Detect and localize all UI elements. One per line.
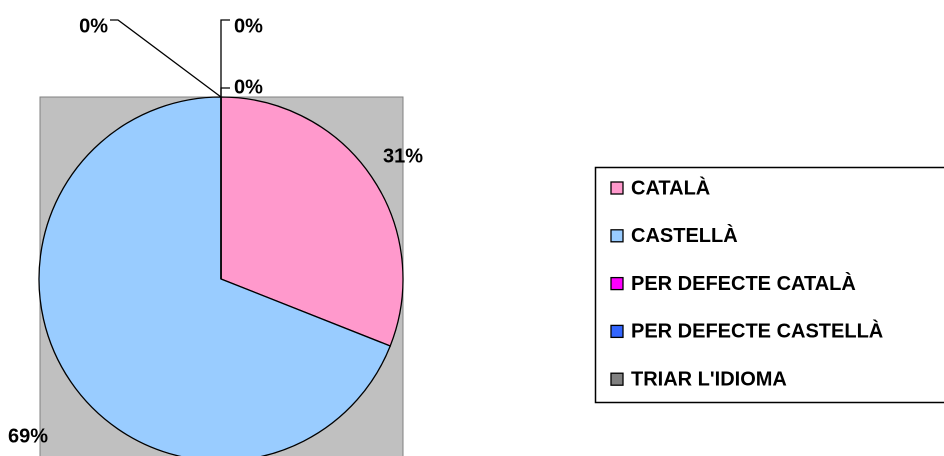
leader-line <box>110 19 222 98</box>
legend-box <box>594 166 944 404</box>
legend-swatch <box>610 181 624 195</box>
data-label: 31% <box>383 145 423 167</box>
legend-label: PER DEFECTE CASTELLÀ <box>631 320 883 343</box>
pie-slice <box>38 96 392 456</box>
leader-line <box>220 87 230 97</box>
data-label: 0% <box>79 15 108 37</box>
data-label: 69% <box>8 425 48 447</box>
legend-swatch <box>610 229 624 243</box>
legend-label: TRIAR L'IDIOMA <box>631 368 787 390</box>
data-label: 0% <box>234 76 263 98</box>
legend-swatch <box>610 372 624 386</box>
data-label: 0% <box>234 15 263 37</box>
legend-swatch <box>610 324 624 339</box>
legend-label: CATALÀ <box>631 176 710 199</box>
leader-line <box>220 19 230 97</box>
legend-label: CASTELLÀ <box>631 224 738 247</box>
legend-swatch <box>610 276 624 291</box>
pie-slice <box>220 96 404 347</box>
legend-label: PER DEFECTE CATALÀ <box>631 272 856 295</box>
